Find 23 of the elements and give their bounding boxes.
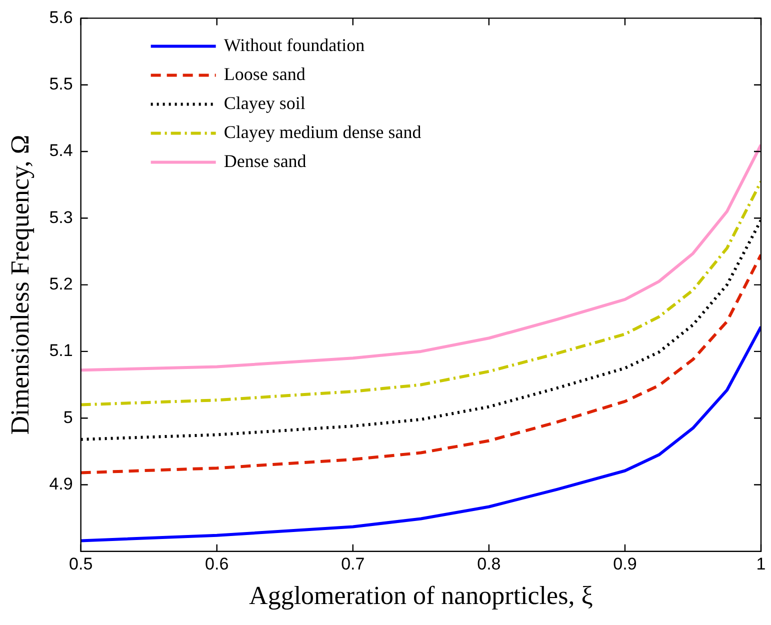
x-tick-label: 0.8 bbox=[477, 554, 501, 574]
legend-label: Dense sand bbox=[224, 150, 306, 171]
line-series bbox=[80, 180, 761, 406]
x-tick-label: 0.7 bbox=[341, 554, 365, 574]
legend-label: Without foundation bbox=[224, 34, 365, 55]
x-tick-label: 0.6 bbox=[205, 554, 229, 574]
legend-label: Loose sand bbox=[224, 64, 306, 84]
y-tick-label: 5.6 bbox=[49, 8, 73, 27]
x-tick-label: 0.9 bbox=[613, 554, 637, 574]
legend-label: Clayey soil bbox=[224, 92, 306, 113]
y-tick-label: 5.4 bbox=[49, 141, 73, 160]
line-series bbox=[80, 253, 761, 474]
y-tick-label: 5.1 bbox=[49, 341, 73, 360]
x-axis-title: Agglomeration of nanoprticles, ξ bbox=[249, 581, 593, 610]
y-tick-label: 5.5 bbox=[49, 74, 73, 94]
x-tick-label: 0.5 bbox=[69, 554, 93, 574]
x-tick-label: 1 bbox=[756, 554, 766, 574]
y-axis-title: Dimensionless Frequency, Ω bbox=[5, 134, 34, 435]
y-tick-label: 5.2 bbox=[49, 274, 73, 294]
y-tick-label: 5 bbox=[63, 408, 73, 427]
legend-label: Clayey medium dense sand bbox=[224, 122, 422, 142]
y-tick-label: 4.9 bbox=[49, 474, 73, 494]
y-tick-label: 5.3 bbox=[49, 208, 73, 227]
